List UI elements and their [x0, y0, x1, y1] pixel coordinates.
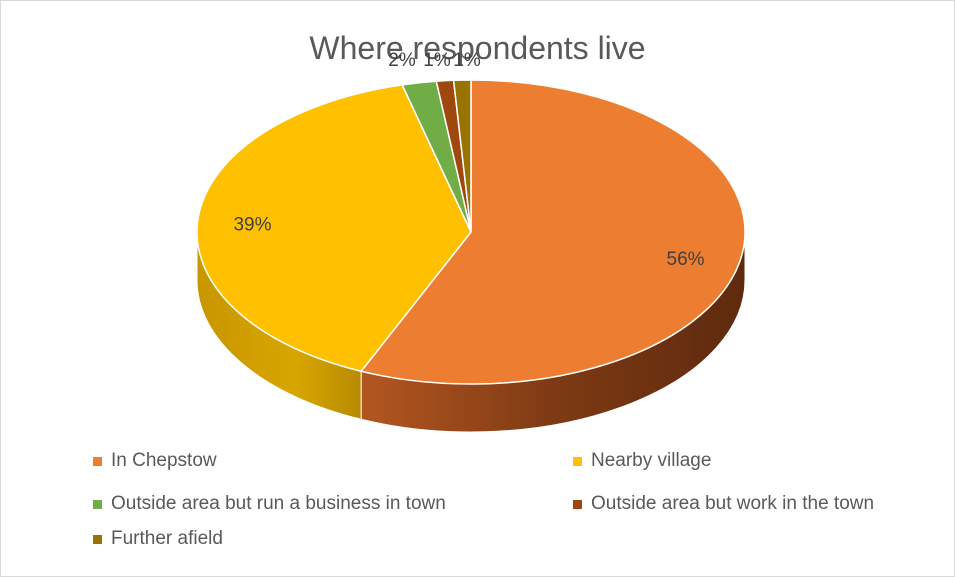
data-label-outside-area-but-work-in-the-town: 1% — [423, 50, 451, 71]
chart-title: Where respondents live — [309, 30, 646, 66]
data-label-in-chepstow: 56% — [667, 249, 705, 270]
pie-slice-in-chepstow — [359, 79, 746, 385]
data-label-further-afield: 1% — [453, 50, 481, 71]
pie-slice-further-afield — [452, 79, 472, 233]
data-label-nearby-village: 39% — [233, 214, 271, 235]
pie-slice-nearby-village — [196, 84, 472, 373]
data-label-outside-area-but-run-a-business-in-town: 2% — [388, 50, 416, 71]
